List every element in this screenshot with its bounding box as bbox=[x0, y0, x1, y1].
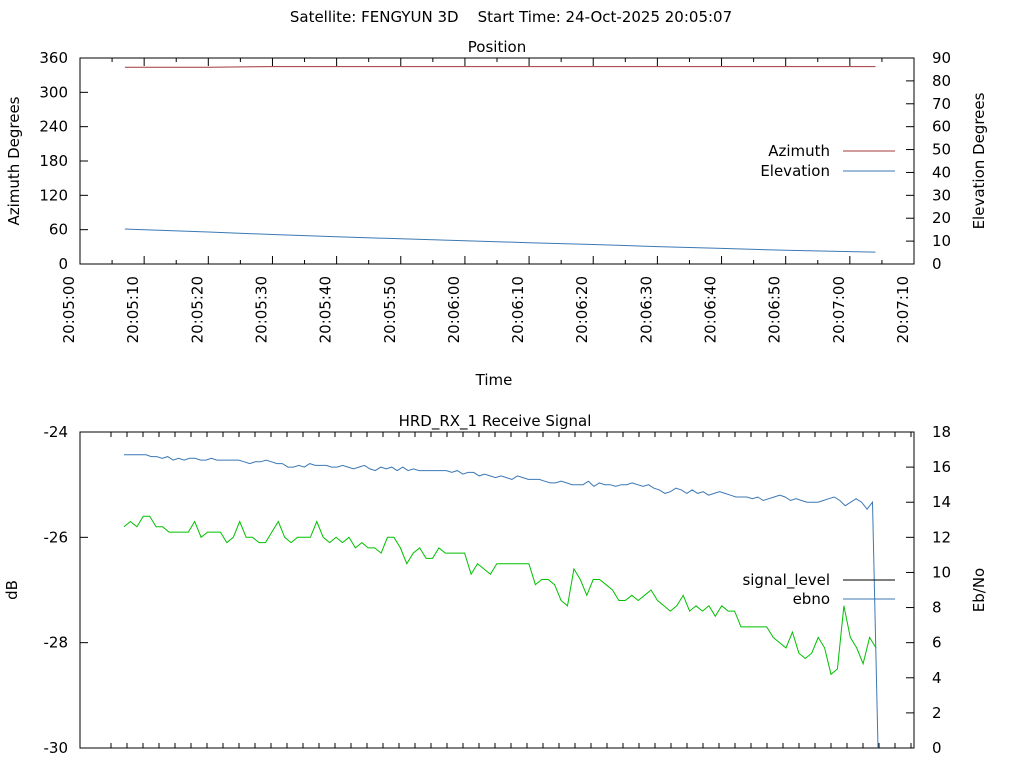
signal-y2tick-label: 8 bbox=[932, 599, 942, 617]
position-xtick-label: 20:05:20 bbox=[188, 276, 206, 343]
position-y2tick-label: 30 bbox=[932, 186, 951, 204]
legend-label-signal_level: signal_level bbox=[742, 571, 830, 590]
signal-title: HRD_RX_1 Receive Signal bbox=[399, 412, 592, 431]
position-xtick-label: 20:05:50 bbox=[381, 276, 399, 343]
position-y2tick-label: 40 bbox=[932, 163, 951, 181]
signal-ytick-label: -24 bbox=[44, 423, 69, 441]
position-y2tick-label: 50 bbox=[932, 141, 951, 159]
series-line-elevation bbox=[124, 228, 876, 253]
position-panel: Position 0 60 120 180 240 300 360 0 10 20 30 40 50 60… bbox=[5, 38, 988, 389]
position-ytick-label: 180 bbox=[39, 152, 68, 170]
legend-label-azimuth: Azimuth bbox=[768, 142, 830, 160]
position-xtick-label: 20:06:40 bbox=[702, 276, 720, 343]
position-y2tick-label: 10 bbox=[932, 232, 951, 250]
position-xtick-label: 20:07:00 bbox=[830, 276, 848, 343]
receive-signal-panel: HRD_RX_1 Receive Signal -30 -28 -26 -24 0 2 4 6… bbox=[3, 412, 988, 757]
page-title: Satellite: FENGYUN 3D Start Time: 24-Oct… bbox=[290, 8, 732, 26]
position-legend: Azimuth Elevation bbox=[760, 142, 895, 180]
position-xtick-label: 20:05:10 bbox=[124, 276, 142, 343]
signal-y2tick-label: 18 bbox=[932, 423, 951, 441]
signal-ytick-label: -26 bbox=[44, 528, 69, 546]
signal-y2tick-label: 10 bbox=[932, 563, 951, 581]
position-xtick-label: 20:06:50 bbox=[766, 276, 784, 343]
position-ylabel-left: Azimuth Degrees bbox=[5, 96, 23, 225]
signal-ylabel-right: Eb/No bbox=[970, 568, 988, 612]
legend-label-elevation: Elevation bbox=[760, 162, 830, 180]
signal-series bbox=[123, 454, 879, 749]
position-axes: 0 60 120 180 240 300 360 0 10 20 30 40 50 60 70 80 90 20:… bbox=[39, 49, 951, 343]
position-plot-frame bbox=[79, 57, 915, 265]
position-y2tick-label: 90 bbox=[932, 49, 951, 67]
position-xlabel: Time bbox=[475, 371, 513, 389]
position-ytick-label: 300 bbox=[39, 83, 68, 101]
signal-ytick-label: -30 bbox=[44, 739, 69, 757]
signal-y2tick-label: 12 bbox=[932, 528, 951, 546]
position-ytick-label: 360 bbox=[39, 49, 68, 67]
signal-y2tick-label: 2 bbox=[932, 704, 942, 722]
position-ytick-label: 240 bbox=[39, 118, 68, 136]
position-y2tick-label: 70 bbox=[932, 95, 951, 113]
position-y2tick-label: 20 bbox=[932, 209, 951, 227]
position-xtick-label: 20:05:00 bbox=[60, 276, 78, 343]
position-y2tick-label: 60 bbox=[932, 118, 951, 136]
signal-ylabel-left: dB bbox=[3, 580, 21, 600]
position-y2tick-label: 0 bbox=[932, 255, 942, 273]
series-line-azimuth bbox=[124, 66, 876, 68]
position-ylabel-right: Elevation Degrees bbox=[970, 92, 988, 229]
position-xtick-label: 20:06:20 bbox=[573, 276, 591, 343]
signal-ytick-label: -28 bbox=[44, 634, 69, 652]
signal-y2tick-label: 14 bbox=[932, 493, 951, 511]
position-xtick-label: 20:05:40 bbox=[317, 276, 335, 343]
series-line-signal_level bbox=[123, 515, 877, 676]
signal-y2tick-label: 16 bbox=[932, 458, 951, 476]
position-title: Position bbox=[468, 38, 526, 56]
signal-plot-frame bbox=[79, 431, 915, 749]
position-ytick-label: 0 bbox=[58, 255, 68, 273]
position-xtick-label: 20:06:00 bbox=[445, 276, 463, 343]
position-y2tick-label: 80 bbox=[932, 72, 951, 90]
position-xtick-label: 20:06:30 bbox=[637, 276, 655, 343]
position-xtick-label: 20:06:10 bbox=[509, 276, 527, 343]
legend-label-ebno: ebno bbox=[793, 590, 830, 608]
signal-axes: -30 -28 -26 -24 0 2 4 6 8 10 12 14 16 18 bbox=[44, 423, 952, 757]
position-ytick-label: 120 bbox=[39, 186, 68, 204]
signal-y2tick-label: 0 bbox=[932, 739, 942, 757]
position-series bbox=[124, 66, 876, 253]
position-ytick-label: 60 bbox=[49, 221, 68, 239]
position-xtick-label: 20:07:10 bbox=[894, 276, 912, 343]
signal-y2tick-label: 4 bbox=[932, 669, 942, 687]
position-xtick-label: 20:05:30 bbox=[252, 276, 270, 343]
series-line-ebno bbox=[124, 454, 879, 749]
signal-y2tick-label: 6 bbox=[932, 634, 942, 652]
